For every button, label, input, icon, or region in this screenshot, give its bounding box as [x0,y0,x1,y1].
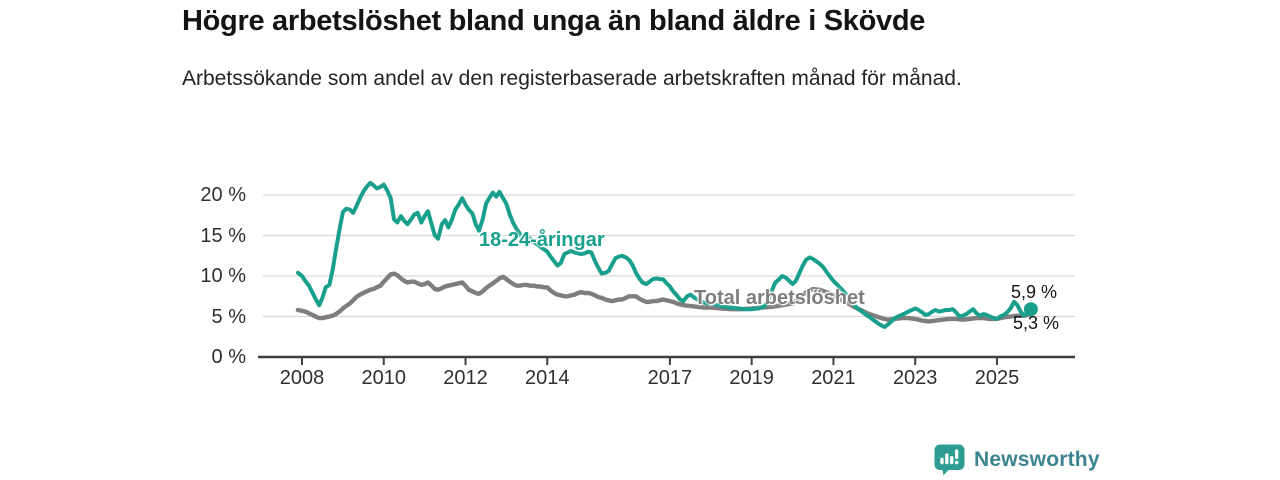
x-tick-label: 2025 [974,367,1020,389]
y-tick-label: 15 % [200,224,246,247]
y-tick-label: 5 % [211,305,246,328]
series-label-total: Total arbetslöshet [694,287,865,309]
x-tick-label: 2012 [443,367,488,389]
newsworthy-brand-icon [934,444,965,476]
chart-subtitle: Arbetssökande som andel av den registerb… [182,67,962,90]
x-tick-label: 2021 [811,367,856,389]
x-tick-label: 2017 [647,367,693,389]
y-tick-label: 10 % [200,265,246,287]
x-tick-label: 2019 [729,367,774,389]
x-tick-label: 2023 [892,367,938,389]
series-end-dot [1023,302,1038,317]
total-end-value-label: 5,3 % [1013,313,1060,333]
page-title: Högre arbetslöshet bland unga än bland ä… [182,5,926,37]
series-line [295,271,1034,324]
y-tick-label: 0 % [211,346,246,368]
newsworthy-logo: Newsworthy [934,444,1100,476]
y-tick-label: 20 % [200,184,246,206]
x-tick-label: 2008 [279,367,325,389]
series-label-youth: 18-24-åringar [479,229,605,251]
newsworthy-wordmark: Newsworthy [974,448,1100,471]
youth-end-value-label: 5,9 % [1011,282,1058,302]
series-line [295,180,1033,329]
x-tick-label: 2014 [525,367,570,389]
x-tick-label: 2010 [361,367,407,389]
